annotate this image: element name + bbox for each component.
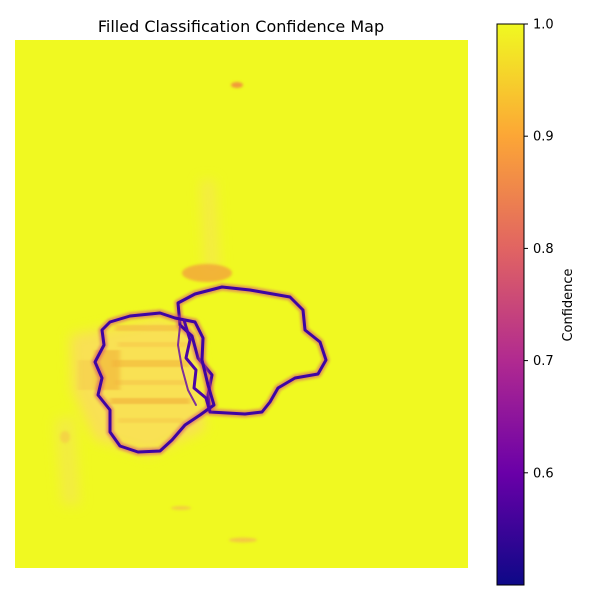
colorbar-tick-label: 1.0 [533, 18, 554, 33]
small-spot-top [231, 82, 243, 88]
small-features [60, 82, 257, 543]
small-spot-bottom [229, 537, 257, 543]
colorbar-label: Confidence [561, 268, 576, 341]
inner-seam-2 [177, 325, 197, 406]
colorbar-tick-label: 0.7 [533, 354, 554, 369]
small-spot-mid-bottom [171, 506, 191, 510]
left-region-boundary [93, 311, 216, 454]
colorbar-gradient [496, 23, 525, 586]
vertical-streak-halo [200, 180, 220, 275]
colorbar-ticks: 0.6 0.7 0.8 0.9 1.0 [524, 18, 554, 481]
colorbar: 0.6 0.7 0.8 0.9 1.0 Confidence [496, 18, 576, 586]
chart-title: Filled Classification Confidence Map [98, 17, 384, 36]
small-spot-left [60, 431, 70, 443]
blob-above-right-region [182, 264, 232, 282]
inner-seam [182, 318, 212, 414]
left-region-interior-streaks [78, 325, 190, 423]
boundaries [91, 283, 330, 456]
heatmap [15, 40, 468, 568]
colorbar-tick-label: 0.9 [533, 130, 554, 145]
heatmap-background [15, 40, 468, 568]
colorbar-tick-label: 0.6 [533, 466, 554, 481]
colorbar-tick-label: 0.8 [533, 242, 554, 257]
